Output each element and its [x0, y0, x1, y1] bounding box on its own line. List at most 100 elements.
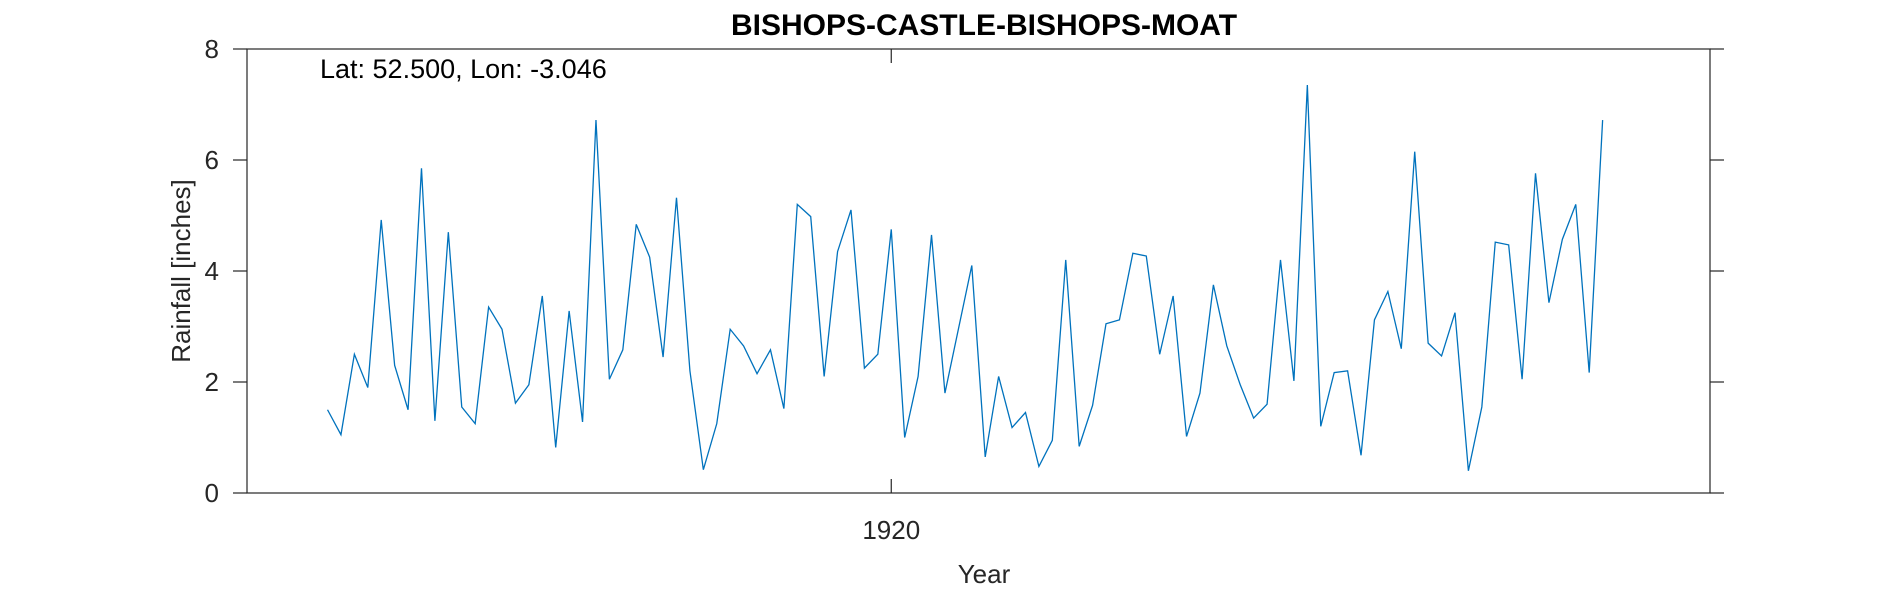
data-point — [1293, 380, 1294, 381]
data-point — [958, 329, 959, 330]
data-point — [1266, 404, 1267, 405]
data-point — [1079, 446, 1080, 447]
data-point — [985, 456, 986, 457]
y-tick-label: 0 — [205, 478, 219, 508]
data-point — [944, 393, 945, 394]
data-point — [716, 423, 717, 424]
data-point — [1159, 354, 1160, 355]
data-point — [837, 251, 838, 252]
data-point — [1401, 348, 1402, 349]
chart-title: BISHOPS-CASTLE-BISHOPS-MOAT — [731, 9, 1237, 42]
data-point — [797, 204, 798, 205]
data-point — [1495, 242, 1496, 243]
data-point — [1025, 412, 1026, 413]
data-point — [1428, 343, 1429, 344]
data-point — [1334, 372, 1335, 373]
data-point — [1240, 384, 1241, 385]
data-point — [1132, 253, 1133, 254]
data-point — [931, 234, 932, 235]
data-point — [622, 349, 623, 350]
data-point — [1065, 259, 1066, 260]
data-point — [1052, 440, 1053, 441]
data-point — [743, 345, 744, 346]
data-point — [1038, 466, 1039, 467]
data-point — [448, 232, 449, 233]
data-point — [367, 387, 368, 388]
data-point — [850, 209, 851, 210]
data-point — [1253, 417, 1254, 418]
y-axis-label: Rainfall [inches] — [166, 179, 196, 363]
data-point — [1535, 173, 1536, 174]
series-line-rainfall — [326, 85, 1604, 471]
data-point — [1199, 393, 1200, 394]
data-point — [1589, 372, 1590, 373]
series-layer — [326, 85, 1604, 471]
data-point — [1454, 312, 1455, 313]
data-point — [475, 423, 476, 424]
data-point — [542, 295, 543, 296]
data-point — [1186, 436, 1187, 437]
data-point — [528, 384, 529, 385]
data-point — [756, 373, 757, 374]
data-point — [1173, 295, 1174, 296]
data-point — [662, 356, 663, 357]
data-point — [1548, 302, 1549, 303]
data-point — [327, 409, 328, 410]
data-point — [770, 349, 771, 350]
data-point — [649, 257, 650, 258]
data-point — [1468, 470, 1469, 471]
y-tick-label: 4 — [205, 256, 219, 286]
data-point — [1521, 379, 1522, 380]
data-point — [1105, 323, 1106, 324]
data-point — [918, 376, 919, 377]
data-point — [1374, 319, 1375, 320]
y-tick-label: 2 — [205, 367, 219, 397]
data-point — [689, 370, 690, 371]
data-point — [904, 437, 905, 438]
data-point — [407, 409, 408, 410]
data-point — [864, 368, 865, 369]
axis-ticks: 0 2 4 6 8 1920 — [205, 34, 1724, 545]
data-point — [1360, 455, 1361, 456]
data-point — [488, 306, 489, 307]
y-tick-label: 8 — [205, 34, 219, 64]
data-point — [1414, 151, 1415, 152]
data-point — [434, 420, 435, 421]
data-point — [810, 216, 811, 217]
data-point — [515, 402, 516, 403]
data-point — [1213, 284, 1214, 285]
data-point — [461, 406, 462, 407]
data-point — [381, 219, 382, 220]
y-tick-label: 6 — [205, 145, 219, 175]
data-point — [394, 365, 395, 366]
data-point — [1011, 427, 1012, 428]
data-point — [582, 421, 583, 422]
data-point — [730, 329, 731, 330]
data-point — [998, 376, 999, 377]
x-tick-label: 1920 — [862, 515, 920, 545]
data-point — [421, 168, 422, 169]
data-point — [1226, 345, 1227, 346]
data-point — [1320, 426, 1321, 427]
data-point — [1602, 119, 1603, 120]
location-annotation: Lat: 52.500, Lon: -3.046 — [320, 54, 607, 84]
data-point — [569, 310, 570, 311]
data-point — [1575, 204, 1576, 205]
data-point — [1347, 370, 1348, 371]
data-point — [636, 224, 637, 225]
data-point — [1092, 405, 1093, 406]
data-point — [891, 229, 892, 230]
x-axis-label: Year — [958, 559, 1011, 589]
plot-area — [246, 48, 1711, 494]
data-point — [555, 447, 556, 448]
data-point — [1562, 239, 1563, 240]
data-point — [676, 197, 677, 198]
data-point — [1146, 255, 1147, 256]
data-point — [1119, 319, 1120, 320]
data-point — [609, 379, 610, 380]
data-point — [971, 265, 972, 266]
data-point — [1508, 244, 1509, 245]
data-point — [703, 469, 704, 470]
data-point — [340, 434, 341, 435]
